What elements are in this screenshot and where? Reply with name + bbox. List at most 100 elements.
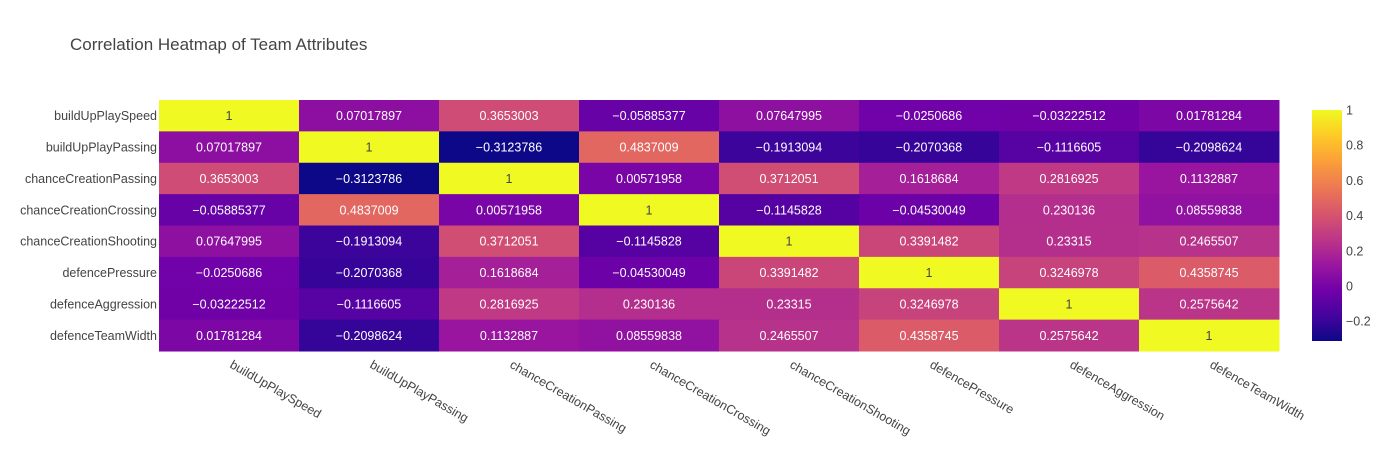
heatmap-cell	[299, 288, 440, 321]
heatmap-cell	[859, 194, 1000, 227]
y-tick-label: defenceTeamWidth	[50, 329, 157, 343]
x-tick-label: buildUpPlayPassing	[368, 357, 471, 425]
heatmap-cell	[159, 225, 300, 258]
heatmap-cell	[719, 194, 860, 227]
heatmap-cell	[159, 131, 300, 164]
heatmap-cell	[579, 288, 720, 321]
cell-value-label: 0.23315	[766, 297, 811, 311]
cell-value-label: 0.08559838	[616, 329, 682, 343]
cell-value-label: −0.1913094	[336, 235, 402, 249]
heatmap-cell	[859, 288, 1000, 321]
chart-title: Correlation Heatmap of Team Attributes	[70, 35, 367, 54]
heatmap-cell	[719, 256, 860, 289]
heatmap-cell	[1139, 225, 1280, 258]
cell-value-label: 0.2465507	[1179, 235, 1238, 249]
heatmap-cell	[579, 162, 720, 195]
cell-value-label: 0.3712051	[759, 172, 818, 186]
heatmap-cell	[719, 319, 860, 352]
heatmap-cell	[999, 194, 1140, 227]
cell-value-label: 0.4358745	[1179, 266, 1238, 280]
cell-value-label: −0.03222512	[1032, 109, 1105, 123]
cell-value-label: −0.2098624	[1176, 141, 1242, 155]
cell-value-label: 0.07647995	[756, 109, 822, 123]
heatmap-cell	[859, 225, 1000, 258]
cell-value-label: 0.07647995	[196, 235, 262, 249]
cell-value-label: −0.05885377	[612, 109, 685, 123]
heatmap-cell	[999, 288, 1140, 321]
colorbar-tick-label: 0	[1346, 280, 1353, 294]
heatmap-cells	[159, 100, 1280, 352]
heatmap-cell	[439, 225, 580, 258]
y-tick-label: defenceAggression	[50, 297, 157, 311]
heatmap-cell	[579, 256, 720, 289]
heatmap-cell	[719, 162, 860, 195]
cell-value-label: 0.2465507	[759, 329, 818, 343]
heatmap-cell	[439, 256, 580, 289]
cell-value-label: 0.01781284	[196, 329, 262, 343]
heatmap-cell	[859, 131, 1000, 164]
heatmap-cell	[439, 100, 580, 132]
heatmap-cell	[859, 162, 1000, 195]
cell-value-label: 0.1618684	[899, 172, 958, 186]
colorbar-tick-label: 0.8	[1346, 139, 1363, 153]
cell-value-label: 0.01781284	[1176, 109, 1242, 123]
heatmap-cell	[159, 256, 300, 289]
cell-value-label: 0.08559838	[1176, 203, 1242, 217]
heatmap-cell	[439, 288, 580, 321]
heatmap-cell	[579, 131, 720, 164]
cell-value-label: −0.1116605	[1037, 141, 1102, 155]
cell-value-label: −0.04530049	[892, 203, 965, 217]
heatmap-cell	[999, 162, 1140, 195]
heatmap-cell	[859, 319, 1000, 352]
cell-value-label: 0.4837009	[339, 203, 398, 217]
cell-value-label: 0.3246978	[899, 297, 958, 311]
cell-value-label: 0.23315	[1046, 235, 1091, 249]
heatmap-cell	[1139, 194, 1280, 227]
heatmap-cell	[439, 194, 580, 227]
y-axis: buildUpPlaySpeed buildUpPlayPassing chance…	[20, 109, 157, 343]
cell-value-label: −0.2070368	[336, 266, 402, 280]
cell-value-label: 0.3246978	[1039, 266, 1098, 280]
cell-value-label: 0.3653003	[199, 172, 258, 186]
cell-value-label: 0.07017897	[336, 109, 402, 123]
heatmap-cell	[159, 319, 300, 352]
cell-value-label: −0.1116605	[337, 297, 402, 311]
cell-value-label: −0.03222512	[192, 297, 265, 311]
cell-value-label: 0.1618684	[479, 266, 538, 280]
heatmap-cell	[999, 225, 1140, 258]
cell-value-label: 0.3653003	[479, 109, 538, 123]
heatmap-cell	[859, 100, 1000, 132]
heatmap-cell	[1139, 256, 1280, 289]
cell-value-label: 0.1132887	[1180, 172, 1238, 186]
heatmap-cell	[1139, 288, 1280, 321]
x-tick-label: defencePressure	[928, 357, 1017, 416]
heatmap-cell	[579, 225, 720, 258]
heatmap-cell	[999, 256, 1140, 289]
heatmap-cell	[999, 131, 1140, 164]
heatmap-cell	[1139, 319, 1280, 352]
cell-value-label: −0.05885377	[192, 203, 265, 217]
cell-value-label: 0.07017897	[196, 141, 262, 155]
colorbar-gradient	[1312, 110, 1342, 341]
heatmap-cell	[159, 162, 300, 195]
colorbar-tick-label: 1	[1346, 104, 1353, 118]
cell-value-label: −0.3123786	[336, 172, 402, 186]
y-tick-label: chanceCreationPassing	[25, 172, 157, 186]
colorbar-tick-label: 0.2	[1346, 244, 1363, 258]
cell-value-label: −0.0250686	[196, 266, 262, 280]
heatmap-cell	[859, 256, 1000, 289]
cell-value-label: 1	[786, 235, 793, 249]
heatmap-cell	[299, 162, 440, 195]
heatmap-cell	[579, 100, 720, 132]
heatmap-cell	[579, 319, 720, 352]
cell-value-label: 0.2575642	[1179, 297, 1238, 311]
heatmap-cell	[299, 319, 440, 352]
heatmap-cell	[159, 288, 300, 321]
cell-value-label: 0.3712051	[479, 235, 538, 249]
heatmap-cell	[439, 319, 580, 352]
heatmap-cell	[159, 100, 300, 132]
heatmap-cell	[439, 162, 580, 195]
heatmap-cell	[439, 131, 580, 164]
x-tick-label: buildUpPlaySpeed	[228, 357, 324, 421]
